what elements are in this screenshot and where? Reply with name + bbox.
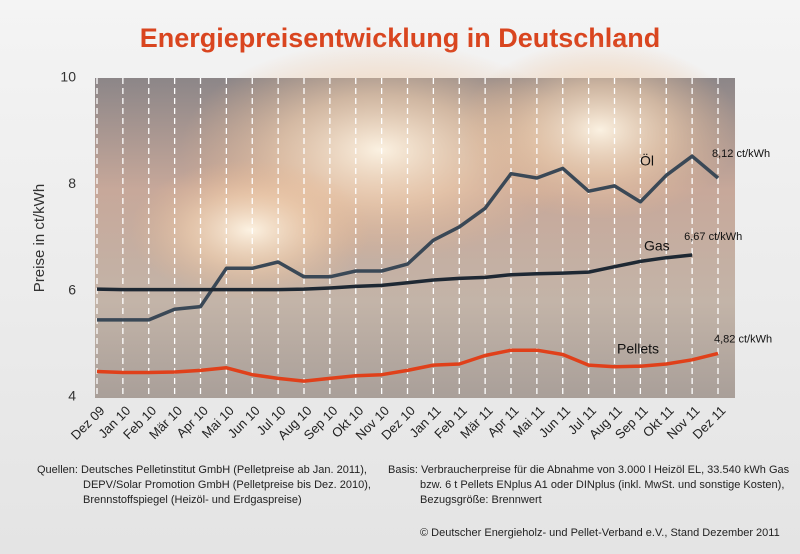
footer-source: DEPV/Solar Promotion GmbH (Pelletpreise …	[83, 479, 371, 491]
footer-basis: Bezugsgröße: Brennwert	[420, 494, 542, 506]
footer-source: Brennstoffspiegel (Heizöl- und Erdgaspre…	[83, 494, 302, 506]
series-line	[96, 348, 719, 383]
footer-source: Quellen: Deutsches Pelletinstitut GmbH (…	[37, 464, 367, 476]
y-axis-label: Preise in ct/kWh	[31, 184, 48, 292]
copyright: © Deutscher Energieholz- und Pellet-Verb…	[420, 527, 780, 539]
flame	[460, 40, 740, 220]
y-tick-label: 4	[68, 388, 76, 404]
value-label: 4,82 ct/kWh	[714, 333, 772, 345]
flame	[130, 160, 370, 300]
series-name: Gas	[644, 238, 670, 254]
series-line	[97, 154, 720, 322]
value-label: 6,67 ct/kWh	[684, 231, 742, 243]
footer: Quellen: Deutsches Pelletinstitut GmbH (…	[37, 464, 790, 539]
footer-basis: bzw. 6 t Pellets ENplus A1 oder DINplus …	[420, 479, 784, 491]
footer-basis: Basis: Verbraucherpreise für die Abnahme…	[388, 464, 790, 476]
series-name: Pellets	[617, 341, 659, 357]
series-line	[96, 253, 693, 292]
y-tick-label: 10	[60, 69, 76, 85]
series-name: Öl	[640, 152, 654, 169]
value-label: 8,12 ct/kWh	[712, 148, 770, 160]
y-tick-label: 8	[68, 175, 76, 191]
y-tick-label: 6	[68, 281, 76, 297]
